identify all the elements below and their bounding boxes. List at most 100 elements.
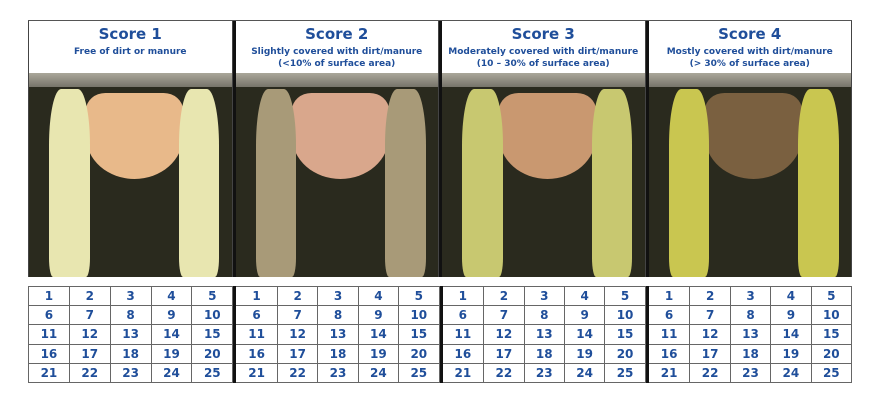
- grid-cell[interactable]: 15: [604, 324, 646, 345]
- grid-cell[interactable]: 24: [357, 362, 400, 384]
- grid-cell[interactable]: 14: [770, 324, 812, 345]
- grid-cell[interactable]: 6: [646, 305, 691, 326]
- grid-cell[interactable]: 1: [440, 285, 485, 307]
- grid-cell[interactable]: 1: [28, 285, 70, 307]
- grid-cell[interactable]: 23: [317, 362, 359, 384]
- grid-cell[interactable]: 8: [109, 305, 152, 326]
- grid-cell[interactable]: 10: [398, 305, 440, 326]
- grid-cell[interactable]: 5: [398, 285, 440, 307]
- grid-cell[interactable]: 11: [28, 324, 70, 345]
- grid-cell[interactable]: 5: [810, 285, 853, 307]
- grid-cell[interactable]: 22: [68, 362, 111, 384]
- grid-cell[interactable]: 10: [604, 305, 646, 326]
- grid-cell[interactable]: 9: [563, 305, 606, 326]
- grid-cell[interactable]: 25: [604, 362, 646, 384]
- grid-cell[interactable]: 2: [689, 285, 731, 307]
- grid-cell[interactable]: 11: [234, 324, 278, 345]
- grid-cell[interactable]: 22: [483, 362, 525, 384]
- grid-cell[interactable]: 5: [191, 285, 234, 307]
- grid-cell[interactable]: 21: [646, 362, 691, 384]
- grid-cell[interactable]: 11: [440, 324, 485, 345]
- grid-cell[interactable]: 25: [810, 362, 853, 384]
- grid-cell[interactable]: 23: [523, 362, 565, 384]
- grid-cell[interactable]: 4: [357, 285, 400, 307]
- grid-cell[interactable]: 17: [689, 343, 731, 364]
- grid-cell[interactable]: 19: [150, 343, 193, 364]
- grid-cell[interactable]: 16: [646, 343, 691, 364]
- grid-cell[interactable]: 22: [689, 362, 731, 384]
- grid-cell[interactable]: 6: [28, 305, 70, 326]
- grid-cell[interactable]: 12: [68, 324, 111, 345]
- grid-cell[interactable]: 11: [646, 324, 691, 345]
- grid-cell[interactable]: 8: [523, 305, 565, 326]
- grid-cell[interactable]: 9: [770, 305, 812, 326]
- grid-cell[interactable]: 19: [563, 343, 606, 364]
- grid-cell[interactable]: 2: [483, 285, 525, 307]
- grid-cell[interactable]: 24: [770, 362, 812, 384]
- grid-cell[interactable]: 21: [28, 362, 70, 384]
- grid-cell[interactable]: 18: [729, 343, 772, 364]
- grid-cell[interactable]: 24: [563, 362, 606, 384]
- grid-cell[interactable]: 14: [357, 324, 400, 345]
- grid-cell[interactable]: 12: [689, 324, 731, 345]
- grid-cell[interactable]: 7: [276, 305, 319, 326]
- grid-cell[interactable]: 3: [317, 285, 359, 307]
- grid-cell[interactable]: 3: [729, 285, 772, 307]
- grid-cell[interactable]: 3: [523, 285, 565, 307]
- grid-cell[interactable]: 1: [234, 285, 278, 307]
- grid-cell[interactable]: 5: [604, 285, 646, 307]
- grid-cell[interactable]: 15: [810, 324, 853, 345]
- grid-cell[interactable]: 20: [604, 343, 646, 364]
- grid-cell[interactable]: 18: [317, 343, 359, 364]
- grid-cell[interactable]: 18: [109, 343, 152, 364]
- grid-cell[interactable]: 8: [729, 305, 772, 326]
- grid-cell[interactable]: 24: [150, 362, 193, 384]
- grid-cell[interactable]: 17: [68, 343, 111, 364]
- grid-cell[interactable]: 6: [234, 305, 278, 326]
- grid-cell[interactable]: 12: [483, 324, 525, 345]
- grid-cell[interactable]: 14: [150, 324, 193, 345]
- grid-cell[interactable]: 2: [276, 285, 319, 307]
- grid-cell[interactable]: 9: [150, 305, 193, 326]
- grid-cell[interactable]: 17: [483, 343, 525, 364]
- grid-cell[interactable]: 21: [440, 362, 485, 384]
- grid-cell[interactable]: 13: [109, 324, 152, 345]
- grid-cell[interactable]: 23: [729, 362, 772, 384]
- grid-cell[interactable]: 6: [440, 305, 485, 326]
- grid-cell[interactable]: 8: [317, 305, 359, 326]
- grid-cell[interactable]: 19: [770, 343, 812, 364]
- grid-cell[interactable]: 12: [276, 324, 319, 345]
- grid-cell[interactable]: 16: [28, 343, 70, 364]
- grid-cell[interactable]: 25: [191, 362, 234, 384]
- grid-cell[interactable]: 15: [398, 324, 440, 345]
- grid-cell[interactable]: 17: [276, 343, 319, 364]
- grid-cell[interactable]: 21: [234, 362, 278, 384]
- grid-cell[interactable]: 2: [68, 285, 111, 307]
- grid-cell[interactable]: 18: [523, 343, 565, 364]
- grid-cell[interactable]: 13: [729, 324, 772, 345]
- grid-cell[interactable]: 25: [398, 362, 440, 384]
- grid-cell[interactable]: 23: [109, 362, 152, 384]
- grid-cell[interactable]: 4: [563, 285, 606, 307]
- grid-cell[interactable]: 9: [357, 305, 400, 326]
- grid-cell[interactable]: 19: [357, 343, 400, 364]
- grid-cell[interactable]: 13: [317, 324, 359, 345]
- grid-cell[interactable]: 20: [191, 343, 234, 364]
- grid-cell[interactable]: 15: [191, 324, 234, 345]
- grid-cell[interactable]: 7: [483, 305, 525, 326]
- grid-cell[interactable]: 16: [440, 343, 485, 364]
- grid-cell[interactable]: 16: [234, 343, 278, 364]
- grid-cell[interactable]: 1: [646, 285, 691, 307]
- grid-cell[interactable]: 7: [689, 305, 731, 326]
- grid-cell[interactable]: 13: [523, 324, 565, 345]
- grid-cell[interactable]: 3: [109, 285, 152, 307]
- grid-cell[interactable]: 10: [191, 305, 234, 326]
- grid-cell[interactable]: 4: [770, 285, 812, 307]
- grid-cell[interactable]: 20: [810, 343, 853, 364]
- grid-cell[interactable]: 7: [68, 305, 111, 326]
- grid-cell[interactable]: 4: [150, 285, 193, 307]
- grid-cell[interactable]: 20: [398, 343, 440, 364]
- grid-cell[interactable]: 10: [810, 305, 853, 326]
- grid-cell[interactable]: 14: [563, 324, 606, 345]
- grid-cell[interactable]: 22: [276, 362, 319, 384]
